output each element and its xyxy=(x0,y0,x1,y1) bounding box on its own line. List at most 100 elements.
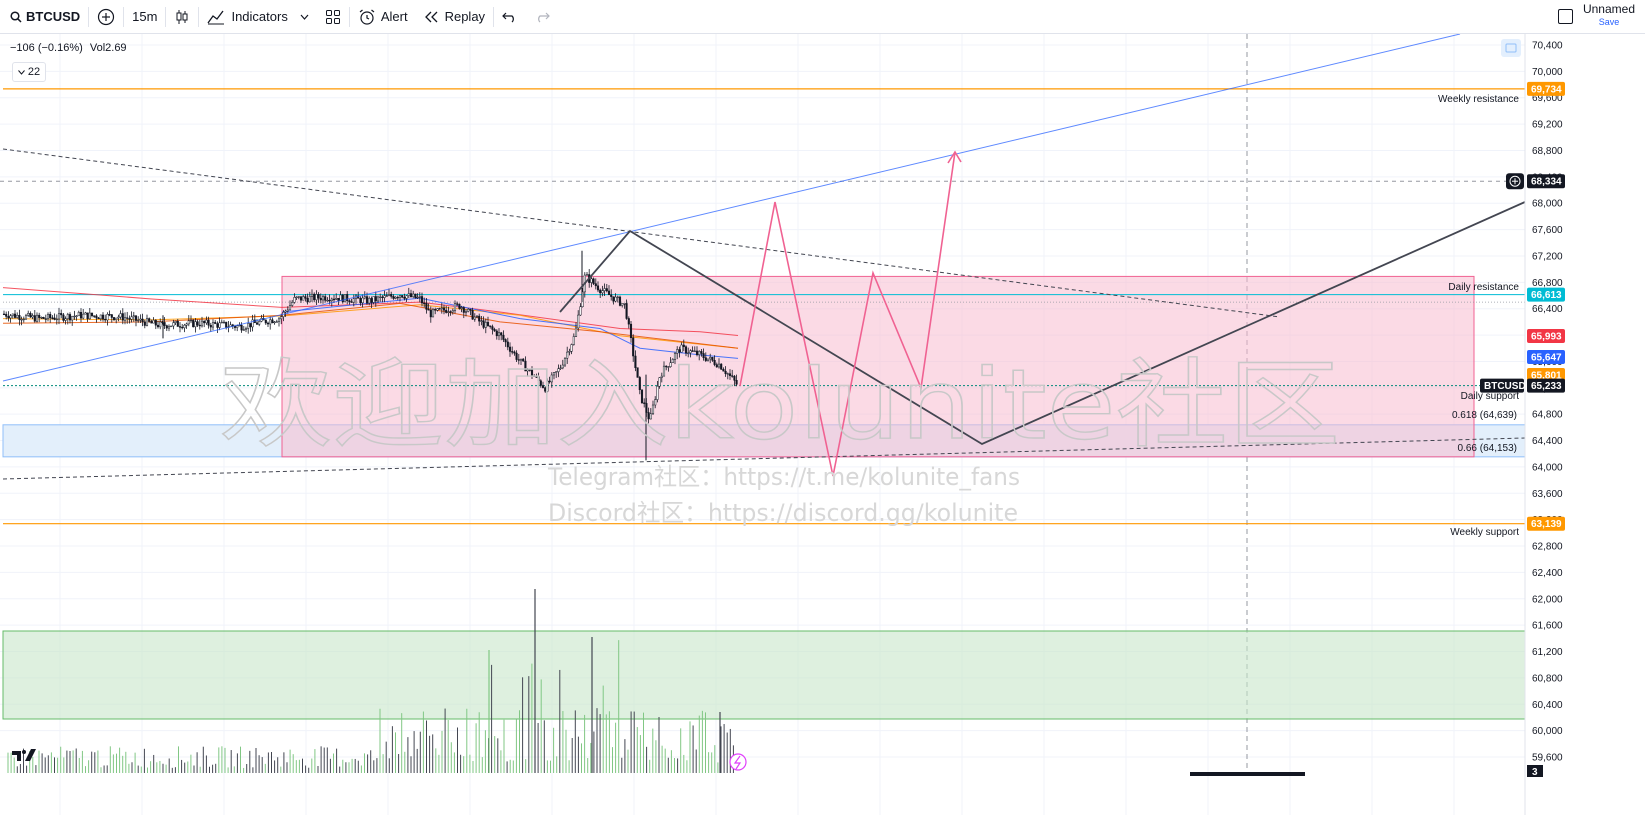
candle-body xyxy=(722,368,725,372)
moving-average-line-4 xyxy=(2,302,739,349)
add-alert-button[interactable] xyxy=(1506,173,1524,190)
volume-label: Vol xyxy=(89,42,106,54)
candle-body xyxy=(79,312,83,319)
candle-body xyxy=(119,313,122,318)
price-tag: 63,139 xyxy=(1527,516,1565,531)
legend-collapse-button[interactable]: 22 xyxy=(12,62,46,82)
lightning-bolt xyxy=(733,755,742,770)
undo-button[interactable] xyxy=(494,0,526,33)
alert-button[interactable]: Alert xyxy=(350,0,416,33)
trend-drawings[interactable] xyxy=(2,34,1526,480)
templates-button[interactable] xyxy=(317,0,349,33)
toolbar-divider xyxy=(88,6,90,27)
candle-body xyxy=(524,360,527,372)
indicators-button[interactable]: Indicators xyxy=(199,0,316,33)
save-label: Save xyxy=(1598,17,1620,27)
candle-body xyxy=(106,314,109,321)
candle-body xyxy=(460,307,463,309)
save-layout-button[interactable]: Unnamed Save xyxy=(1583,3,1635,29)
candle-body xyxy=(502,334,505,340)
candle-body xyxy=(596,285,600,291)
price-tick-label: 66,800 xyxy=(1532,278,1563,289)
candle-body xyxy=(709,357,712,360)
logo-part xyxy=(12,751,21,755)
candle-body xyxy=(308,296,311,303)
candle-body xyxy=(95,315,98,319)
candle-body xyxy=(623,303,626,305)
candle-body xyxy=(73,315,76,318)
candle-body xyxy=(280,316,283,320)
candle-body xyxy=(372,296,375,303)
candle-body xyxy=(561,364,564,369)
candle-body xyxy=(539,380,542,386)
candle-body xyxy=(108,314,111,316)
price-axis[interactable]: 70,40070,00069,60069,20068,80068,40068,0… xyxy=(1524,34,1645,815)
projection-path-dark xyxy=(559,201,1526,446)
daily-range-zone xyxy=(281,275,1475,458)
candle-body xyxy=(429,309,432,318)
candle-body xyxy=(7,316,10,319)
candle-body xyxy=(627,318,630,325)
candle-body xyxy=(552,372,556,376)
candle-body xyxy=(548,380,551,383)
candle-body xyxy=(662,365,666,377)
candle-body xyxy=(310,293,314,297)
candle-body xyxy=(255,322,259,325)
interval-button[interactable]: 15m xyxy=(124,0,165,33)
symbol-label: BTCUSD xyxy=(26,9,81,24)
candle-body xyxy=(99,314,102,320)
replay-button[interactable]: Replay xyxy=(416,0,493,33)
candle-body xyxy=(51,317,54,319)
symbol-search-button[interactable]: BTCUSD xyxy=(0,0,88,33)
candle-body xyxy=(172,322,175,327)
candle-body xyxy=(209,324,212,328)
price-tag-box xyxy=(1527,81,1565,96)
price-tag-box xyxy=(1527,350,1565,364)
candle-body xyxy=(592,278,595,284)
price-chart[interactable]: 欢迎加入kolunite社区Telegram社区：https://t.me/ko… xyxy=(0,34,1645,815)
candle-body xyxy=(599,289,602,294)
candle-body xyxy=(22,318,25,321)
chevron-down-icon xyxy=(300,14,309,20)
candle-body xyxy=(368,298,371,304)
candle-body xyxy=(49,314,52,319)
watermark-discord: Discord社区：https://discord.gg/kolunite xyxy=(548,499,1018,527)
redo-button[interactable] xyxy=(526,0,558,33)
price-tick-label: 68,000 xyxy=(1532,199,1563,210)
price-tag-label: 63,139 xyxy=(1531,519,1562,530)
candle-body xyxy=(418,296,421,298)
candle-body xyxy=(198,324,201,327)
compare-symbol-button[interactable] xyxy=(89,0,123,33)
candle-body xyxy=(214,322,217,324)
price-tag: 65,233 xyxy=(1527,378,1565,393)
price-tag-box xyxy=(1527,378,1565,393)
price-tag: 68,334 xyxy=(1527,174,1565,189)
chart-type-button[interactable] xyxy=(166,0,198,33)
candle-body xyxy=(607,290,611,296)
candle-body xyxy=(53,317,56,320)
candle-body xyxy=(636,367,639,378)
candle-body xyxy=(610,294,613,297)
price-tag-box xyxy=(1527,368,1565,382)
screenshot-button xyxy=(1501,39,1521,57)
weekly-support-label: Weekly support xyxy=(1450,527,1519,538)
candle-body xyxy=(519,358,523,361)
candle-body xyxy=(141,318,144,323)
candle-body xyxy=(112,317,116,320)
symbol-tag-box xyxy=(1480,378,1524,393)
candle-body xyxy=(618,296,622,306)
candle-body xyxy=(101,314,105,320)
candle-body xyxy=(350,301,353,303)
price-tick-label: 64,400 xyxy=(1532,436,1563,447)
candle-body xyxy=(486,322,490,327)
bottom-badge-box xyxy=(1527,765,1543,777)
arrow-head xyxy=(947,150,962,164)
candle-body xyxy=(555,371,558,373)
rewind-icon xyxy=(424,11,440,23)
lightning-circle xyxy=(729,753,747,771)
candle-body xyxy=(711,357,714,361)
candle-body xyxy=(682,344,685,347)
layout-checkbox[interactable] xyxy=(1557,8,1573,24)
candle-body xyxy=(557,368,560,372)
candle-body xyxy=(64,318,67,321)
